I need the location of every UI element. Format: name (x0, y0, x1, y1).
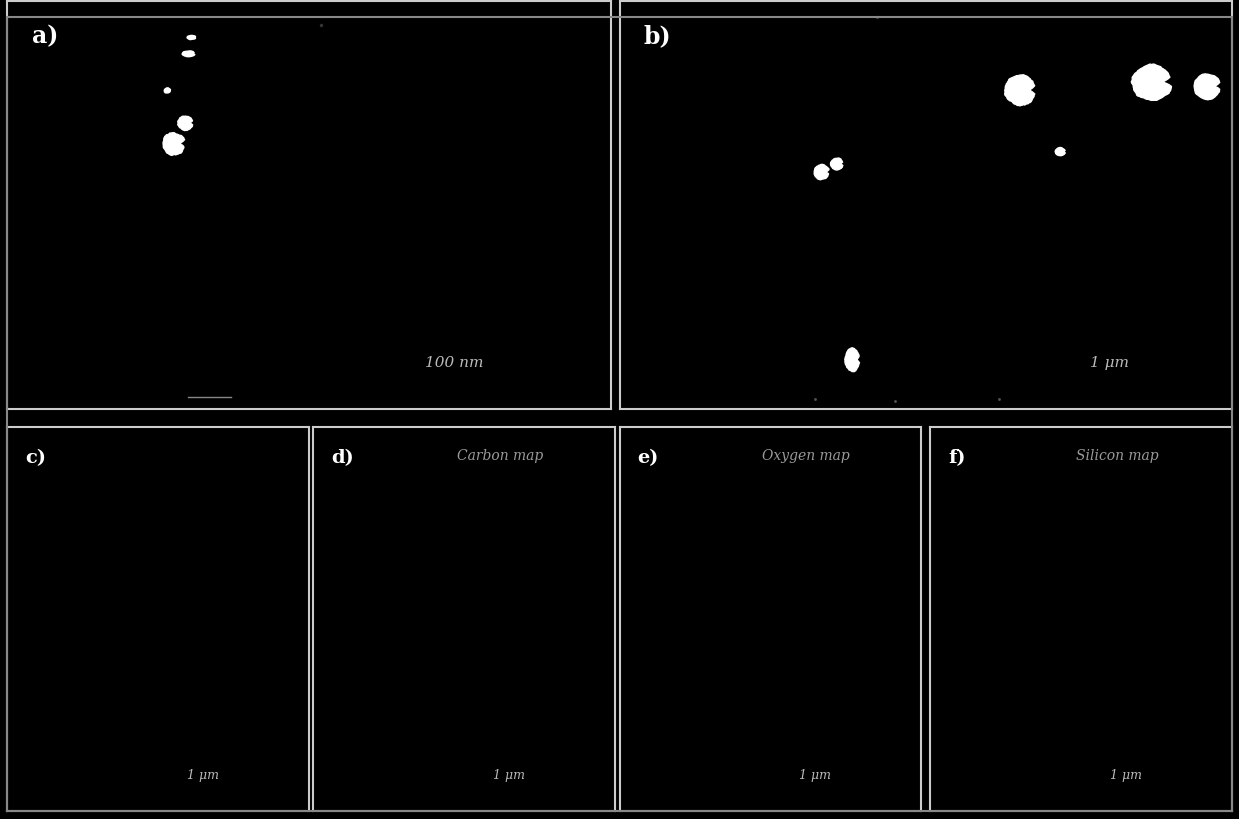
Polygon shape (1005, 75, 1035, 106)
Polygon shape (1056, 148, 1066, 156)
Polygon shape (830, 159, 843, 171)
Text: c): c) (26, 449, 47, 467)
Polygon shape (814, 165, 829, 180)
Text: b): b) (644, 24, 672, 48)
Text: Oxygen map: Oxygen map (762, 449, 850, 463)
Text: f): f) (949, 449, 966, 467)
Text: Carbon map: Carbon map (457, 449, 543, 463)
Polygon shape (1131, 65, 1171, 102)
Polygon shape (165, 88, 171, 94)
Text: d): d) (332, 449, 354, 467)
Text: 1 μm: 1 μm (493, 768, 525, 781)
Text: 100 nm: 100 nm (425, 355, 483, 369)
Text: 1 μm: 1 μm (1110, 768, 1142, 781)
Polygon shape (845, 348, 860, 372)
Text: e): e) (638, 449, 659, 467)
Polygon shape (164, 133, 185, 156)
Polygon shape (1194, 75, 1219, 101)
Text: Silicon map: Silicon map (1075, 449, 1158, 463)
Text: 1 μm: 1 μm (187, 768, 219, 781)
Text: 1 μm: 1 μm (1089, 355, 1129, 369)
Text: a): a) (31, 24, 58, 48)
Polygon shape (177, 117, 192, 131)
Polygon shape (187, 36, 196, 41)
Polygon shape (182, 52, 195, 57)
Text: 1 μm: 1 μm (799, 768, 831, 781)
